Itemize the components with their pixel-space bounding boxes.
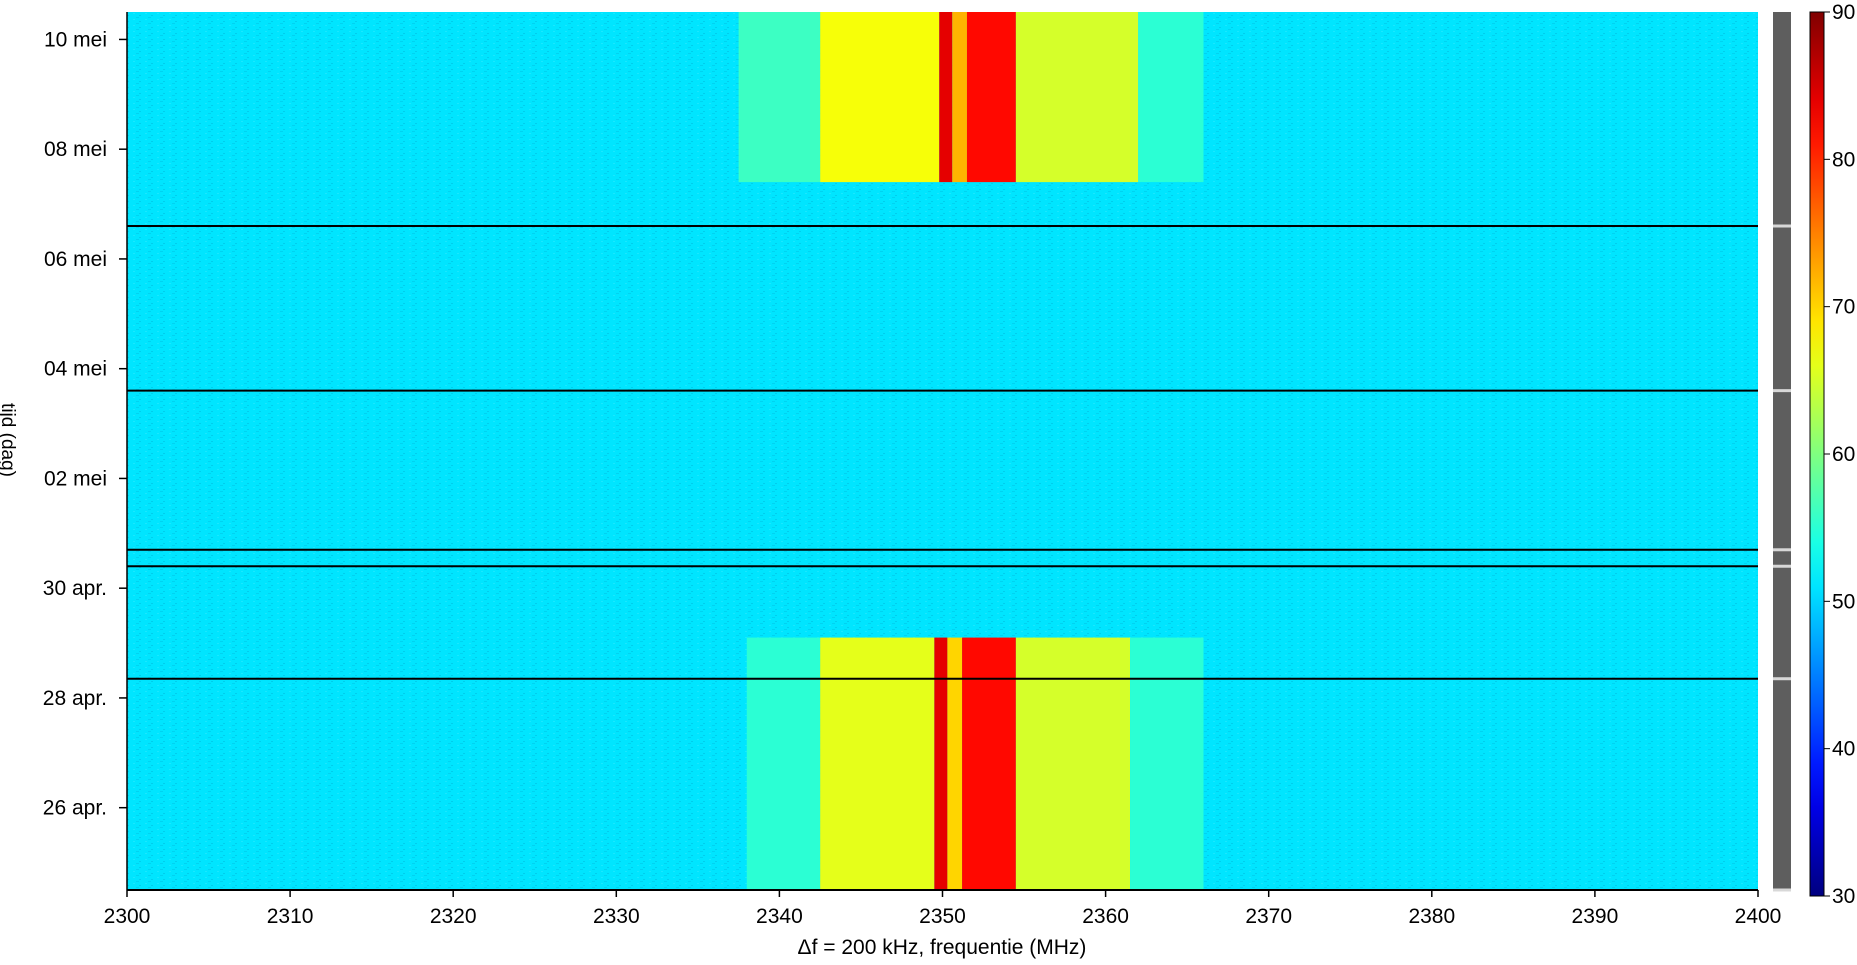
x-tick-label-2: 2320 bbox=[430, 905, 477, 928]
signal-band-0-1 bbox=[820, 637, 935, 890]
availability-gap-3 bbox=[1773, 548, 1791, 552]
x-tick-label-5: 2350 bbox=[919, 905, 966, 928]
signal-band-1-1 bbox=[820, 12, 940, 183]
x-tick-label-7: 2370 bbox=[1245, 905, 1292, 928]
y-tick-label-0: 26 apr. bbox=[43, 797, 107, 820]
colorbar: 30 40 50 60 70 80 90 bbox=[1809, 1, 1855, 908]
signal-band-0-0 bbox=[746, 637, 821, 890]
colorbar-tick-label-0: 30 bbox=[1832, 885, 1855, 908]
colorbar-tick-label-1: 40 bbox=[1832, 738, 1855, 761]
availability-gap-2 bbox=[1773, 564, 1791, 568]
signal-band-0-5 bbox=[1015, 637, 1131, 890]
colorbar-tick-label-4: 70 bbox=[1832, 296, 1855, 319]
signal-band-0-4 bbox=[962, 637, 1016, 890]
y-tick-label-6: 08 mei bbox=[44, 138, 107, 161]
x-axis: 2300 2310 2320 2330 2340 2350 2360 2370 2380 2390… bbox=[104, 889, 1782, 928]
gap-lines bbox=[127, 225, 1758, 891]
colorbar-tick-label-2: 50 bbox=[1832, 590, 1855, 613]
x-tick-label-3: 2330 bbox=[593, 905, 640, 928]
x-tick-label-8: 2380 bbox=[1408, 905, 1455, 928]
x-tick-label-6: 2360 bbox=[1082, 905, 1129, 928]
colorbar-tick-label-6: 90 bbox=[1832, 1, 1855, 24]
availability-gap-4 bbox=[1773, 389, 1791, 393]
y-tick-label-4: 04 mei bbox=[44, 358, 107, 381]
signal-band-1-6 bbox=[1138, 12, 1204, 183]
colorbar-tick-label-5: 80 bbox=[1832, 148, 1855, 171]
y-axis: 26 apr. 28 apr. 30 apr. 02 mei 04 mei 06 mei 0… bbox=[43, 12, 128, 890]
colorbar-tick-label-3: 60 bbox=[1832, 443, 1855, 466]
y-tick-label-3: 02 mei bbox=[44, 467, 107, 490]
colorbar-gradient bbox=[1809, 11, 1825, 897]
x-tick-label-9: 2390 bbox=[1572, 905, 1619, 928]
y-tick-label-1: 28 apr. bbox=[43, 687, 107, 710]
x-tick-label-10: 2400 bbox=[1735, 905, 1782, 928]
x-axis-title: Δf = 200 kHz, frequentie (MHz) bbox=[798, 936, 1087, 959]
signal-band-1-4 bbox=[966, 12, 1016, 183]
signal-band-0-6 bbox=[1130, 637, 1204, 890]
availability-gap-5 bbox=[1773, 224, 1791, 228]
y-axis-title: tijd (dag) bbox=[0, 403, 18, 477]
availability-strip bbox=[1773, 12, 1791, 892]
signal-band-1-3 bbox=[952, 12, 967, 183]
availability-gap-1 bbox=[1773, 677, 1791, 681]
signal-band-1-0 bbox=[738, 12, 821, 183]
signal-band-0-3 bbox=[947, 637, 963, 890]
y-tick-label-5: 06 mei bbox=[44, 248, 107, 271]
y-tick-label-2: 30 apr. bbox=[43, 577, 107, 600]
availability-gap-0 bbox=[1773, 888, 1791, 892]
signal-band-1-5 bbox=[1015, 12, 1139, 183]
y-tick-label-7: 10 mei bbox=[44, 28, 107, 51]
x-tick-label-0: 2300 bbox=[104, 905, 151, 928]
signal-band-1-2 bbox=[939, 12, 953, 183]
x-tick-label-1: 2310 bbox=[267, 905, 314, 928]
x-tick-label-4: 2340 bbox=[756, 905, 803, 928]
signal-band-0-2 bbox=[934, 637, 948, 890]
availability-strip-bar bbox=[1773, 12, 1791, 890]
